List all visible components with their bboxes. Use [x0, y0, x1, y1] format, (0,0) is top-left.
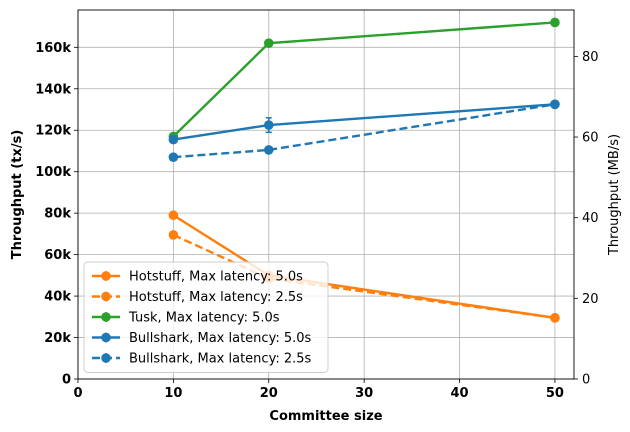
- y-right-tick-label: 80: [582, 50, 599, 65]
- data-point: [263, 145, 274, 155]
- y-right-tick-label: 40: [582, 211, 599, 226]
- y-axis-label-left: Throughput (tx/s): [10, 130, 25, 260]
- y-tick-label: 60k: [44, 248, 71, 263]
- x-tick-label: 40: [450, 386, 468, 401]
- y-right-tick-label: 60: [582, 131, 599, 146]
- legend-marker: [101, 312, 111, 322]
- y-tick-label: 100k: [35, 165, 71, 180]
- legend-label: Bullshark, Max latency: 5.0s: [129, 331, 312, 346]
- y-right-tick-label: 0: [582, 373, 590, 388]
- legend-label: Hotstuff, Max latency: 5.0s: [129, 270, 303, 285]
- y-right-tick-label: 20: [582, 292, 599, 307]
- data-point: [550, 313, 560, 323]
- series-line: [173, 103, 556, 159]
- data-point: [168, 134, 179, 145]
- legend-label: Bullshark, Max latency: 2.5s: [129, 352, 312, 367]
- legend-label: Hotstuff, Max latency: 2.5s: [129, 290, 303, 305]
- legend-marker: [101, 291, 111, 302]
- data-point: [168, 152, 179, 162]
- legend-entry: Hotstuff, Max latency: 5.0s: [92, 270, 303, 285]
- legend-marker: [101, 353, 111, 363]
- data-point: [263, 38, 274, 48]
- axis-ticks: 0 10 20 30 40 50 0 20k 40k 60k 80k 100k 120k 140k 160k…: [35, 41, 598, 401]
- plot-frame: [77, 9, 575, 380]
- legend-entry: Tusk, Max latency: 5.0s: [92, 311, 280, 326]
- legend-marker: [101, 332, 111, 343]
- y-tick-label: 80k: [44, 207, 71, 222]
- data-point: [263, 120, 274, 130]
- y-tick-label: 40k: [44, 290, 71, 305]
- y-tick-label: 20k: [44, 331, 71, 346]
- grid: [77, 10, 574, 380]
- legend-marker: [101, 271, 111, 281]
- legend-entry: Bullshark, Max latency: 2.5s: [92, 352, 312, 367]
- legend-entry: Hotstuff, Max latency: 2.5s: [92, 290, 303, 305]
- legend-entry: Bullshark, Max latency: 5.0s: [92, 331, 312, 346]
- data-point: [550, 17, 560, 28]
- y-tick-label: 120k: [35, 124, 71, 139]
- y-tick-label: 0: [62, 373, 71, 388]
- data-point: [168, 210, 179, 221]
- x-tick-label: 30: [355, 386, 373, 401]
- x-tick-label: 0: [73, 386, 82, 401]
- data-point: [550, 99, 560, 110]
- y-tick-label: 160k: [35, 41, 71, 56]
- x-tick-label: 10: [164, 386, 182, 401]
- legend-label: Tusk, Max latency: 5.0s: [128, 311, 280, 326]
- x-axis-label: Committee size: [269, 409, 382, 424]
- y-axis-label-right: Throughput (MB/s): [607, 134, 622, 256]
- x-tick-label: 20: [260, 386, 278, 401]
- legend: Hotstuff, Max latency: 5.0s Hotstuff, Max…: [83, 261, 329, 373]
- y-tick-label: 140k: [35, 82, 71, 97]
- data-point: [168, 230, 179, 240]
- x-tick-label: 50: [546, 386, 564, 401]
- legend-box: [83, 261, 329, 373]
- series: [168, 99, 560, 162]
